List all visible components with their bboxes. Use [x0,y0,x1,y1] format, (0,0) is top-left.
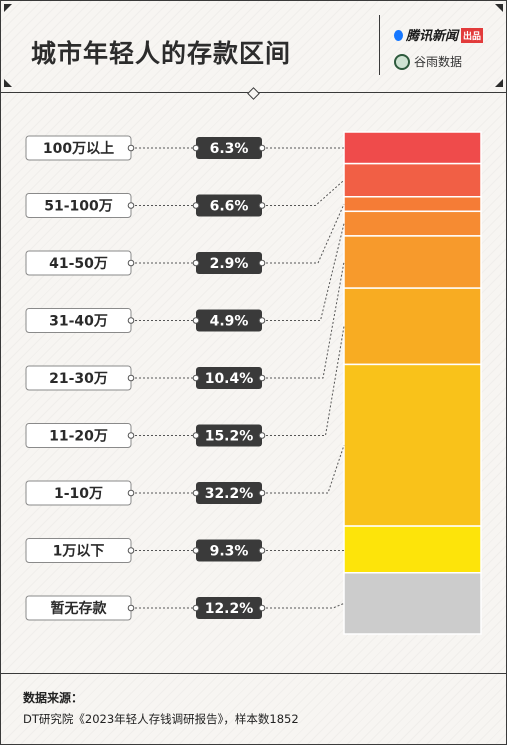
value-label-box [196,194,262,217]
connector-dot [258,144,266,152]
category-label: 1-10万 [54,486,103,502]
connector-dot [192,604,200,612]
source-text: DT研究院《2023年轻人存钱调研报告》，样本数1852 [23,712,299,726]
category-label: 暂无存款 [51,600,108,617]
category-label: 21-30万 [49,371,108,387]
bar-segment [343,525,482,574]
data-label: 10.4% [205,371,254,387]
bar-segment [343,235,482,289]
brand-primary-name: 腾讯新闻 [406,29,459,44]
corner-mark-top-right [495,4,503,12]
bar-segment [343,287,482,366]
leader-line [262,179,345,206]
category-label: 31-40万 [49,314,108,330]
leader-line [262,223,345,321]
bar-segment [343,131,482,165]
data-label: 15.2% [205,429,254,445]
corner-mark-bottom-right [495,79,503,87]
category-label: 11-20万 [49,429,108,445]
value-label-box [196,252,262,274]
connector-dot [127,604,135,612]
connector-dot [127,547,135,554]
tencent-news-logo-icon [394,30,403,41]
connector-dot [258,432,266,439]
connector-dot [127,374,135,382]
brand-primary-tag: 出品 [461,28,484,43]
corner-mark-bottom-left [4,79,12,87]
data-label: 12.2% [205,601,254,617]
connector-dot [192,489,200,497]
brand-secondary-name: 谷雨数据 [414,55,463,69]
bar-segment [343,572,482,635]
connector-dot [127,317,135,324]
leader-line [262,602,345,609]
value-label-box [196,597,262,619]
bar-segment [343,162,482,198]
connector-dot [127,432,135,439]
category-label: 100万以上 [43,141,114,157]
bar-segment [343,363,482,527]
connector-dot [258,489,266,497]
stacked-savings-chart: 100万以上 6.3% 51-100万 6.6% 41-50万 2.9% 31-40万 4.9… [25,131,482,635]
category-label: 1万以下 [53,544,105,560]
bar-segment [343,210,482,237]
connector-dot [258,202,266,209]
connector-dot [192,317,200,324]
connector-dot [192,144,200,152]
leader-line [262,445,345,494]
source-label: 数据来源： [23,691,84,705]
brand-primary: 腾讯新闻 出品 [394,25,484,44]
leader-line [262,203,345,264]
connector-dot [258,317,266,324]
value-label-box [196,482,262,504]
connector-dot [258,259,266,267]
header-divider [379,15,380,75]
footer-divider [1,673,506,674]
leader-line [262,261,345,379]
data-label: 4.9% [210,314,249,330]
category-label: 51-100万 [44,199,113,215]
connector-dot [127,489,135,497]
value-label-box [196,309,262,332]
value-label-box [196,137,262,159]
connector-dot [258,547,266,554]
header: 城市年轻人的存款区间 腾讯新闻 出品 谷雨数据 [1,1,506,93]
connector-dot [192,259,200,267]
data-label: 2.9% [210,256,249,272]
corner-mark-top-left [4,4,12,12]
leader-line [262,326,345,436]
category-label: 41-50万 [49,256,108,272]
connector-dot [258,374,266,382]
connector-dot [192,374,200,382]
bar-segment [343,196,482,213]
data-label: 32.2% [205,486,254,502]
data-label: 9.3% [210,544,249,560]
connector-dot [127,144,135,152]
connector-dot [127,259,135,267]
connector-dot [127,202,135,209]
value-label-box [196,424,262,447]
guyu-logo-icon [394,54,410,70]
page-title: 城市年轻人的存款区间 [31,39,292,68]
connector-dot [258,604,266,612]
data-label: 6.3% [210,141,249,157]
connector-dot [192,432,200,439]
data-label: 6.6% [210,199,249,215]
value-label-box [196,367,262,389]
value-label-box [196,539,262,562]
connector-dot [192,202,200,209]
connector-dot [192,547,200,554]
brand-secondary: 谷雨数据 [394,53,462,70]
